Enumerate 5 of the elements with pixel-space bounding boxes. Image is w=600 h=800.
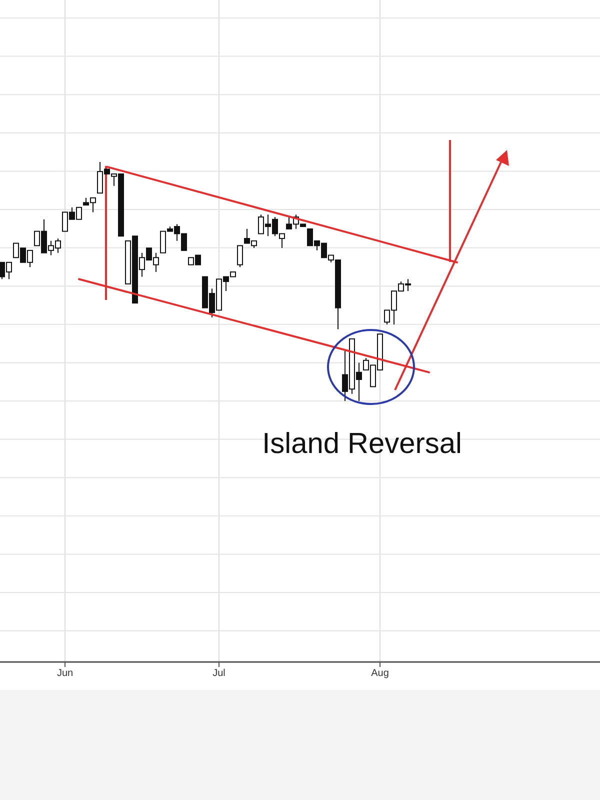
text: Island Reversal — [262, 428, 462, 460]
x-tick-label: Aug — [371, 668, 389, 679]
candlestick — [237, 245, 243, 268]
x-tick-label: Jul — [212, 668, 226, 679]
x-tick-label: Jun — [56, 668, 74, 679]
